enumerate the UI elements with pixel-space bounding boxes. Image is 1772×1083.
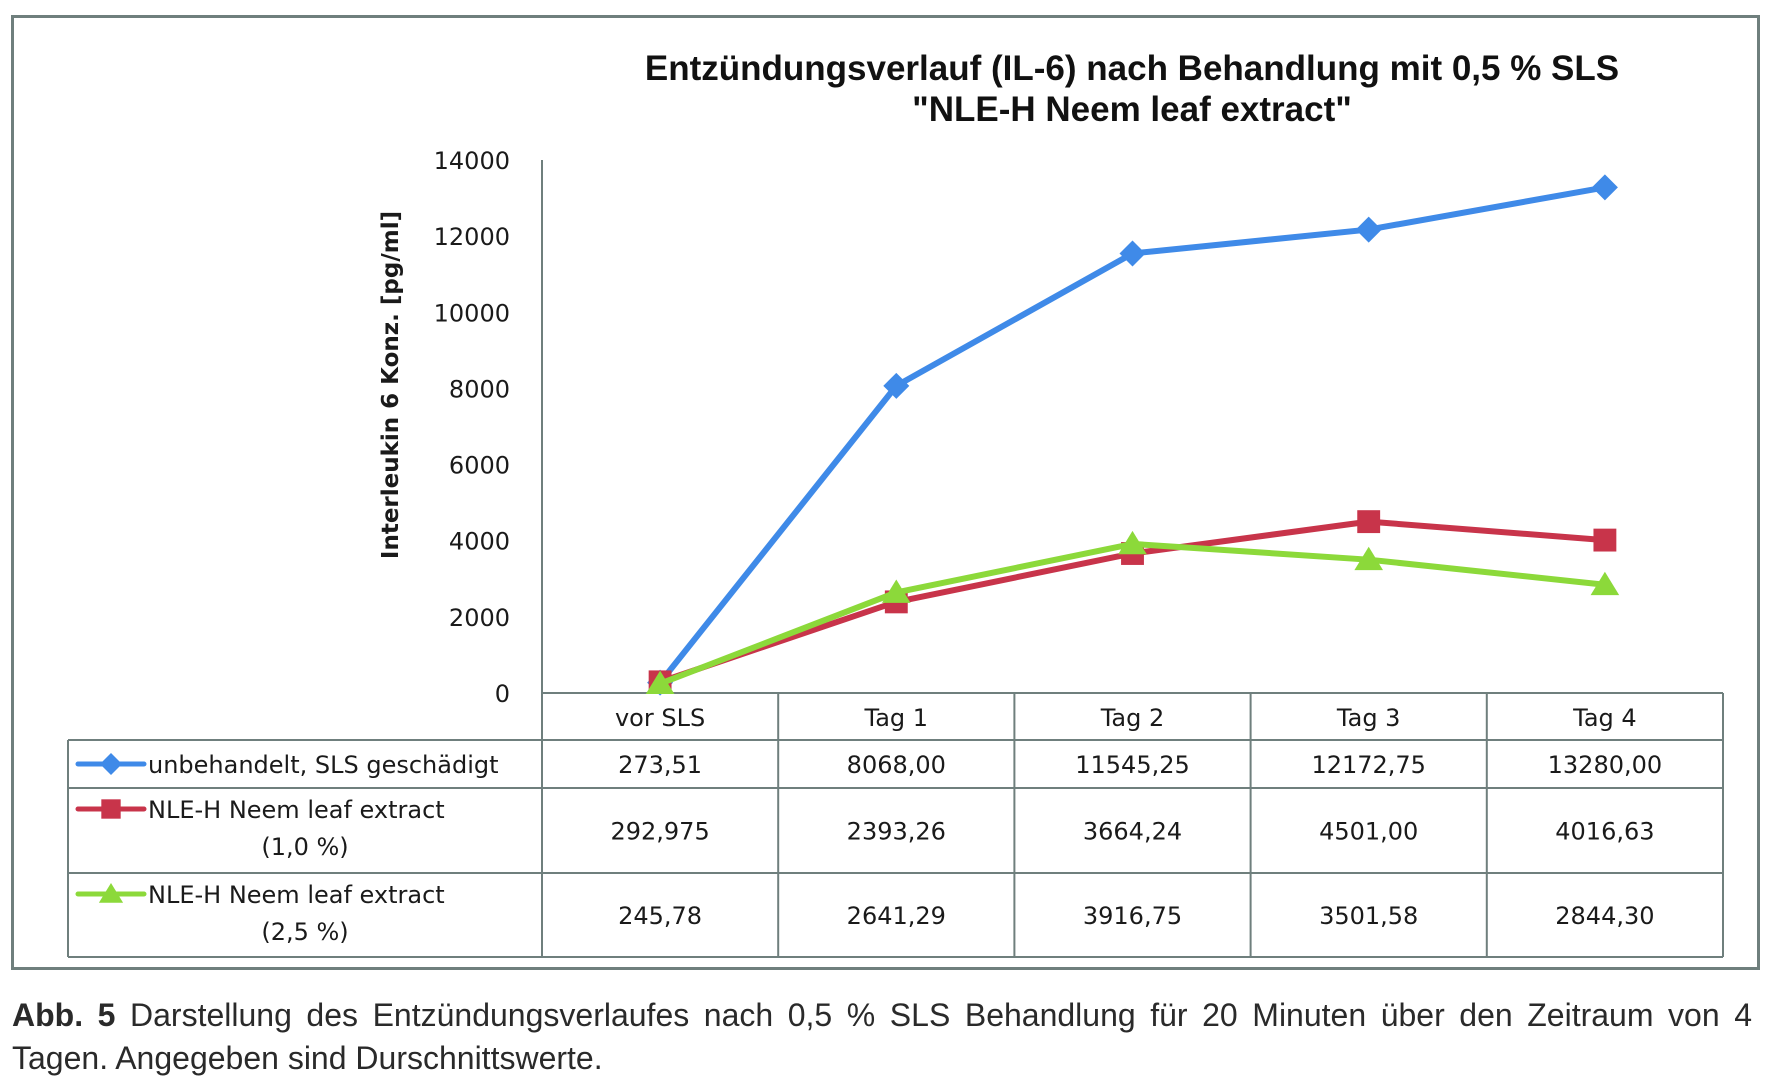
legend-key-square <box>75 799 147 819</box>
table-value-cell: 2641,29 <box>847 902 946 930</box>
caption-text: Darstellung des Entzündungsverlaufes nac… <box>12 997 1753 1076</box>
data-point <box>1591 174 1618 201</box>
y-tick-label: 8000 <box>449 375 510 403</box>
legend-label: unbehandelt, SLS geschädigt <box>148 751 499 779</box>
data-point <box>883 372 910 399</box>
table-value-cell: 3501,58 <box>1319 902 1418 930</box>
axes: 0 2000 4000 6000 8000 10000 12000 14000 <box>434 147 543 708</box>
legend-label: (2,5 %) <box>261 918 348 946</box>
y-tick-label: 12000 <box>434 223 510 251</box>
data-point <box>882 579 911 603</box>
y-tick-label: 14000 <box>434 147 510 175</box>
y-axis-label: Interleukin 6 Konz. [pg/ml] <box>378 211 404 559</box>
caption-label: Abb. 5 <box>12 997 116 1033</box>
table-value-cell: 4501,00 <box>1319 818 1418 846</box>
legend-key-marker <box>98 883 124 903</box>
x-category-label: Tag 3 <box>1336 704 1401 732</box>
y-tick-label: 6000 <box>449 452 510 480</box>
table-value-cell: 8068,00 <box>847 751 946 779</box>
x-category-label: vor SLS <box>615 704 705 732</box>
chart-frame <box>11 15 1760 970</box>
y-tick-label: 0 <box>495 680 510 708</box>
data-point <box>645 670 675 695</box>
table-value-cell: 2393,26 <box>847 818 946 846</box>
series-diamond <box>647 174 1618 696</box>
table-value-cell: 3916,75 <box>1083 902 1182 930</box>
table-value-cell: 273,51 <box>618 751 702 779</box>
legend-label: NLE-H Neem leaf extract <box>148 796 445 824</box>
data-point <box>1357 510 1381 534</box>
y-tick-label: 2000 <box>449 604 510 632</box>
y-tick-label: 4000 <box>449 528 510 556</box>
table-value-cell: 292,975 <box>610 818 709 846</box>
legend-key-marker <box>101 799 121 819</box>
data-point <box>1593 528 1617 552</box>
data-point <box>1119 240 1146 267</box>
y-tick-label: 10000 <box>434 299 510 327</box>
data-point <box>1590 571 1620 596</box>
chart-subtitle: "NLE-H Neem leaf extract" <box>912 90 1352 129</box>
table-value-cell: 245,78 <box>618 902 702 930</box>
data-point <box>1354 546 1383 571</box>
table-value-cell: 13280,00 <box>1548 751 1663 779</box>
table-value-cell: 4016,63 <box>1555 818 1654 846</box>
x-category-label: Tag 1 <box>864 704 929 732</box>
legend-label: (1,0 %) <box>261 833 348 861</box>
series-layer <box>645 174 1620 696</box>
table-value-cell: 2844,30 <box>1555 902 1654 930</box>
legend-key-triangle <box>75 883 147 903</box>
data-table: vor SLS Tag 1 Tag 2 Tag 3 Tag 4 unbehandelt, … <box>67 692 1724 958</box>
legend-label: NLE-H Neem leaf extract <box>148 881 445 909</box>
data-point <box>1118 530 1147 555</box>
chart-title: Entzündungsverlauf (IL-6) nach Behandlun… <box>645 49 1619 88</box>
legend-key-marker <box>100 753 122 775</box>
table-value-cell: 11545,25 <box>1075 751 1190 779</box>
figure-caption: Abb. 5 Darstellung des Entzündungsverlau… <box>12 994 1752 1080</box>
legend-key-diamond <box>75 753 147 775</box>
data-point <box>1355 216 1382 243</box>
table-value-cell: 3664,24 <box>1083 818 1182 846</box>
series-triangle <box>645 530 1620 695</box>
x-category-label: Tag 2 <box>1100 704 1165 732</box>
x-category-label: Tag 4 <box>1572 704 1637 732</box>
line-chart: Entzündungsverlauf (IL-6) nach Behandlun… <box>67 49 1724 958</box>
table-value-cell: 12172,75 <box>1311 751 1426 779</box>
